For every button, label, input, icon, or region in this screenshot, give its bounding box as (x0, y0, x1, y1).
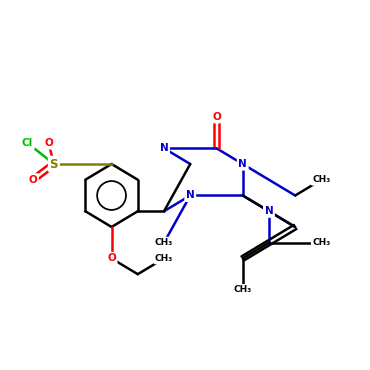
Text: CH₃: CH₃ (233, 285, 252, 295)
Text: CH₃: CH₃ (312, 175, 330, 184)
Text: S: S (50, 158, 58, 171)
Text: N: N (159, 143, 168, 153)
Text: CH₃: CH₃ (312, 238, 330, 247)
Text: N: N (186, 191, 195, 201)
Text: Cl: Cl (22, 138, 33, 148)
Text: CH₃: CH₃ (155, 238, 173, 247)
Text: O: O (28, 175, 37, 185)
Text: CH₃: CH₃ (155, 254, 173, 263)
Text: O: O (44, 138, 53, 148)
Text: O: O (107, 253, 116, 263)
Text: N: N (238, 159, 247, 169)
Text: N: N (265, 206, 273, 216)
Text: O: O (212, 112, 221, 122)
